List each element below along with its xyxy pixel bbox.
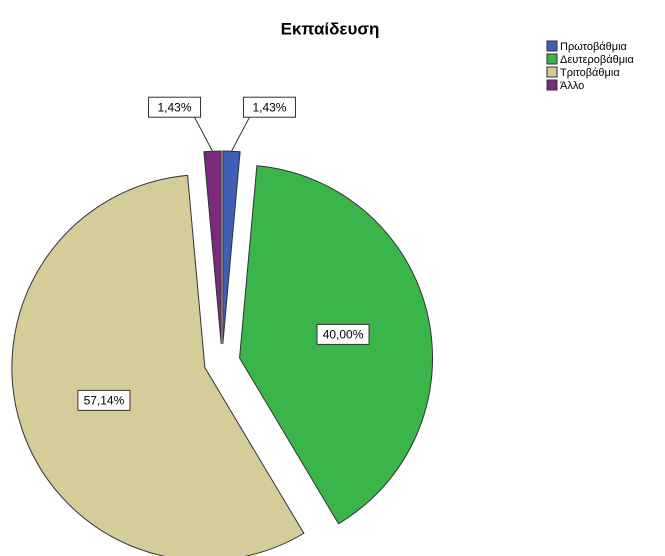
legend-label: Άλλο <box>560 80 584 92</box>
pie-slice <box>222 150 241 345</box>
data-label: 1,43% <box>252 100 286 114</box>
leader-line <box>231 116 250 152</box>
legend-label: Δευτεροβάθμια <box>560 54 634 66</box>
pie-slice <box>11 174 305 556</box>
legend-label: Τριτοβάθμια <box>560 67 620 79</box>
data-label: 40,00% <box>323 328 364 342</box>
leader-line <box>194 116 213 152</box>
label-box <box>242 96 296 118</box>
legend-swatch <box>546 79 558 91</box>
pie-slice <box>203 150 222 345</box>
label-box <box>77 389 131 411</box>
legend-swatch <box>546 66 558 78</box>
legend-swatch <box>546 53 558 65</box>
chart-title: Εκπαίδευση <box>281 19 380 38</box>
legend-swatch <box>546 40 558 52</box>
data-label: 1,43% <box>158 100 192 114</box>
data-label: 57,14% <box>84 394 125 408</box>
label-box <box>316 323 370 345</box>
label-box <box>148 96 202 118</box>
legend-label: Πρωτοβάθμια <box>560 41 628 53</box>
